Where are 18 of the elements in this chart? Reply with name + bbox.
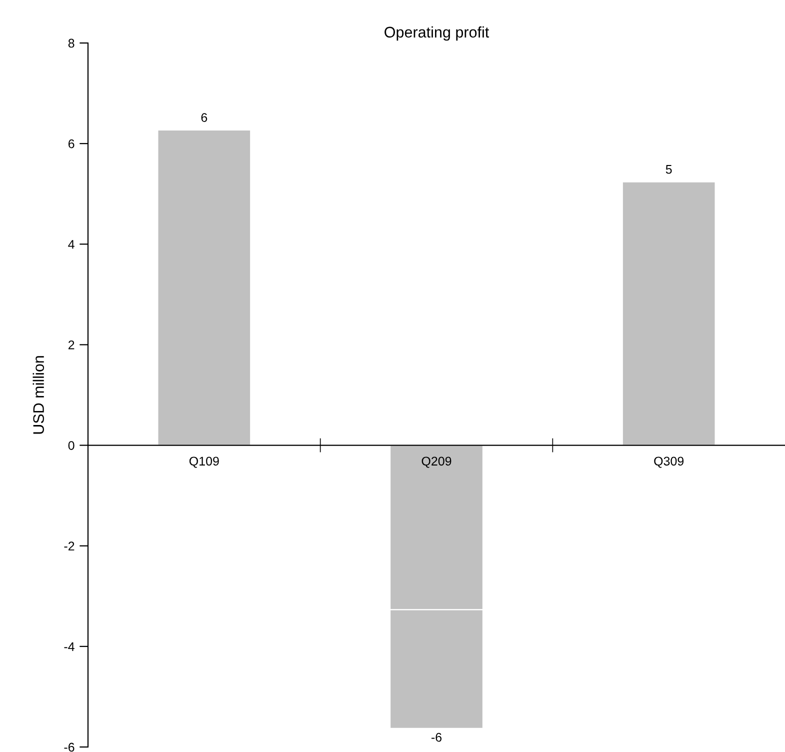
total-label: 5 [666, 165, 672, 174]
total-label: -6 [432, 732, 442, 742]
y-tick-label: 8 [68, 38, 74, 48]
x-tick-label: Q309 [654, 456, 684, 468]
chart-title: Operating profit [384, 26, 490, 41]
y-axis-title: USD million [32, 356, 44, 434]
total-label: 6 [201, 113, 208, 122]
bar [622, 181, 716, 446]
y-tick-label: 2 [68, 340, 74, 350]
y-tick-label: -4 [64, 642, 74, 651]
x-tick-label: Q109 [189, 456, 219, 468]
y-tick-label: 0 [68, 441, 74, 450]
y-tick-label: -6 [64, 742, 74, 752]
y-tick-label: 6 [68, 139, 74, 148]
y-tick-label: 4 [68, 240, 74, 249]
bar [157, 129, 252, 446]
x-tick-label: Q209 [422, 456, 452, 468]
y-tick-label: -2 [64, 542, 74, 550]
